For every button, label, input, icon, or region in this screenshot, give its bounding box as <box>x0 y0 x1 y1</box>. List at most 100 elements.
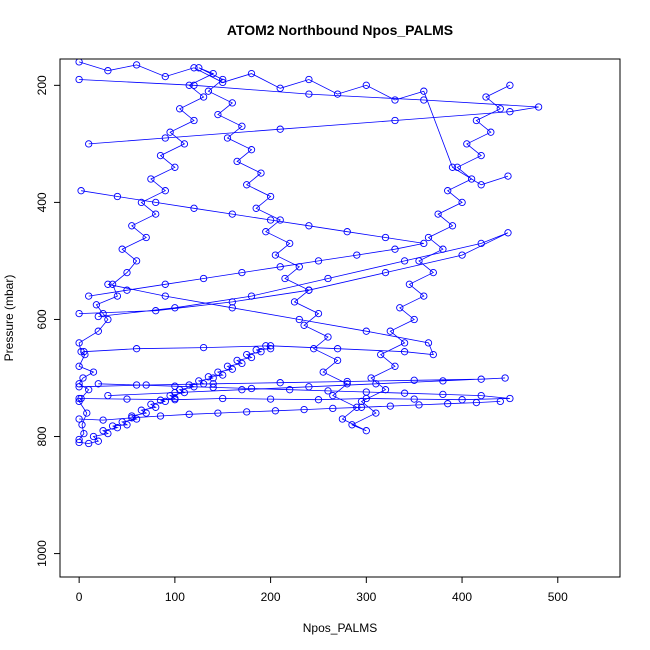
data-point <box>142 233 150 242</box>
data-point <box>166 128 174 136</box>
data-point <box>448 163 457 171</box>
data-point <box>228 298 236 306</box>
data-point <box>310 345 318 353</box>
data-point <box>161 280 169 288</box>
data-point <box>439 390 447 399</box>
data-point <box>329 404 337 413</box>
data-point <box>92 301 101 309</box>
data-point <box>243 181 251 189</box>
data-point <box>123 395 131 403</box>
data-point <box>324 333 332 341</box>
data-point <box>477 151 485 160</box>
y-tick-label: 1000 <box>35 540 49 567</box>
data-point <box>429 268 437 277</box>
data-point <box>190 204 198 212</box>
data-point <box>448 222 457 230</box>
data-point <box>266 342 275 350</box>
data-point <box>152 307 160 315</box>
data-point <box>238 122 246 130</box>
data-point <box>89 368 98 376</box>
data-point <box>233 157 241 166</box>
data-point <box>161 397 169 406</box>
data-point <box>496 397 504 406</box>
series-line-2 <box>79 383 510 401</box>
data-point <box>444 187 452 195</box>
data-point <box>185 410 193 418</box>
data-point <box>147 175 155 183</box>
data-point <box>209 69 217 78</box>
data-point <box>204 373 213 381</box>
data-point <box>128 222 136 230</box>
data-point <box>391 245 399 253</box>
data-point <box>410 395 418 403</box>
data-point <box>132 345 141 353</box>
data-point <box>400 389 409 397</box>
data-point <box>276 263 284 271</box>
data-point <box>223 134 232 142</box>
data-point <box>123 268 131 277</box>
data-point <box>77 187 85 195</box>
series-line-3 <box>79 79 539 145</box>
data-point <box>504 172 512 180</box>
data-point <box>300 321 308 329</box>
data-point <box>314 396 323 404</box>
data-point <box>324 274 332 283</box>
data-point <box>276 84 284 92</box>
data-point <box>262 228 270 236</box>
data-point <box>343 228 351 236</box>
data-point <box>477 181 485 189</box>
data-point <box>286 386 294 394</box>
data-point <box>405 280 414 288</box>
data-point <box>391 116 399 125</box>
data-point <box>243 350 251 359</box>
data-point <box>156 412 165 420</box>
data-point <box>75 59 83 66</box>
data-point <box>104 67 112 75</box>
data-point <box>357 403 366 411</box>
data-point <box>94 312 102 321</box>
data-point <box>185 381 193 389</box>
data-point <box>180 140 189 148</box>
data-point <box>238 268 246 277</box>
data-point <box>386 402 394 410</box>
data-point <box>176 105 184 113</box>
data-point <box>362 81 370 89</box>
x-axis: 0 100 200 300 400 500 <box>76 577 568 604</box>
y-tick-label: 800 <box>35 426 49 446</box>
data-point <box>305 286 313 294</box>
data-point <box>415 401 423 409</box>
data-point <box>247 69 256 78</box>
data-point <box>190 116 198 125</box>
data-point <box>123 286 131 294</box>
series-line-7 <box>81 190 424 297</box>
data-point <box>219 78 227 87</box>
data-point <box>108 422 117 430</box>
data-point <box>487 128 495 136</box>
data-point <box>161 134 169 142</box>
data-point <box>238 386 246 394</box>
data-point <box>247 384 256 393</box>
data-point <box>424 339 433 347</box>
data-point <box>266 192 275 201</box>
data-point <box>329 391 337 400</box>
data-point <box>85 439 93 448</box>
data-point <box>75 362 83 370</box>
plot-frame <box>59 58 621 578</box>
data-point <box>496 105 504 113</box>
data-point <box>190 64 198 72</box>
data-point <box>104 280 112 288</box>
data-point <box>482 93 490 101</box>
data-point <box>137 198 146 207</box>
data-point <box>343 380 351 388</box>
x-axis-label: Npos_PALMS <box>303 621 377 635</box>
data-point <box>381 268 390 277</box>
data-point <box>75 75 83 84</box>
data-point <box>477 239 485 248</box>
data-point <box>75 383 83 391</box>
data-point <box>286 239 294 248</box>
data-point <box>501 374 509 382</box>
data-point <box>276 379 284 387</box>
data-point <box>319 368 327 376</box>
